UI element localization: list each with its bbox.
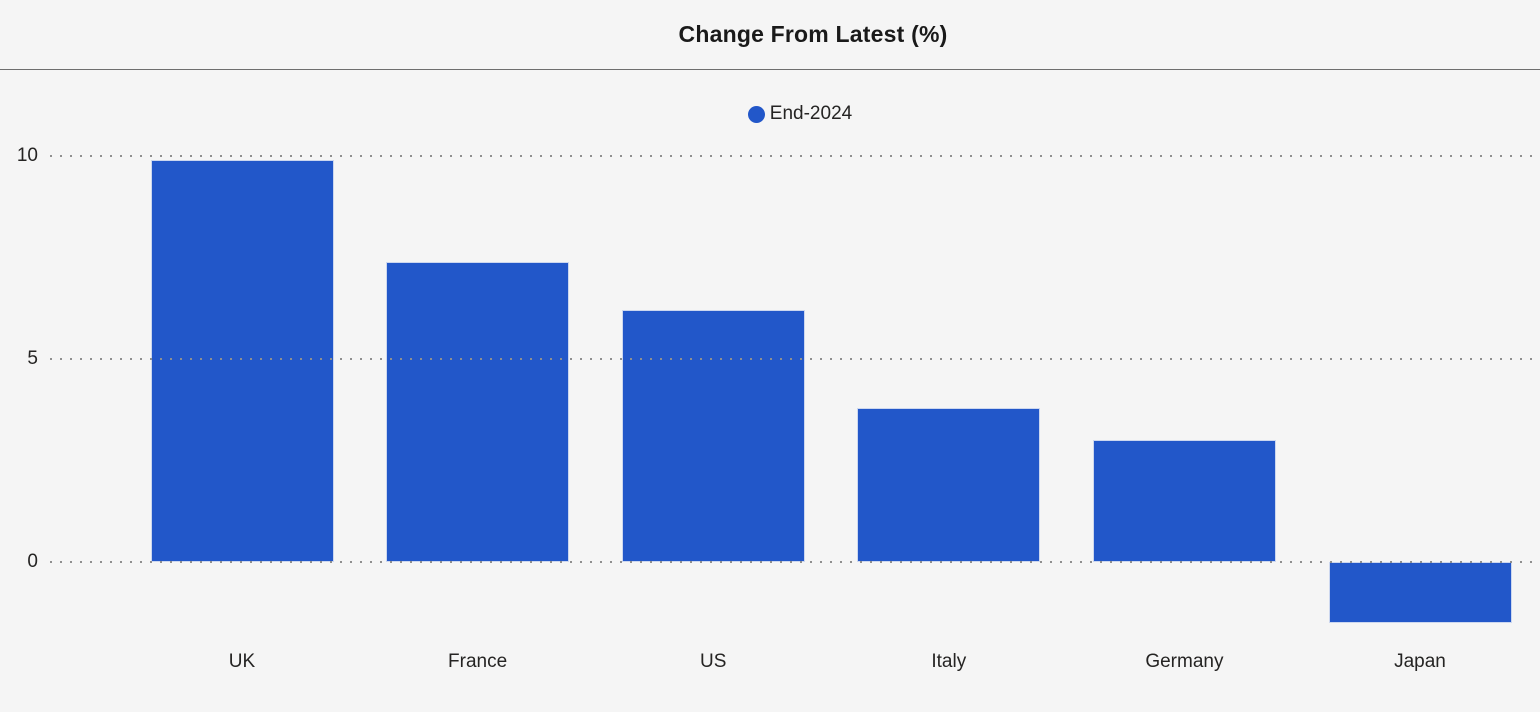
bar-japan[interactable] [1328,562,1512,623]
x-axis-label-germany: Germany [1145,651,1224,672]
legend: End-2024 [0,103,1540,125]
legend-item-end-2024[interactable]: End-2024 [747,103,853,125]
chart-title: Change From Latest (%) [678,21,948,47]
bar-italy[interactable] [857,407,1041,562]
x-axis-label-uk: UK [228,651,256,672]
y-axis-tick-10: 10 [16,145,38,166]
gridline-y-5 [50,358,1540,360]
x-axis-label-italy: Italy [931,651,967,672]
legend-dot-icon [747,105,765,123]
x-axis-label-us: US [699,651,727,672]
x-axis-label-france: France [448,651,508,672]
gridline-y-10 [50,155,1540,157]
x-axis-label-japan: Japan [1394,651,1446,672]
y-axis-tick-5: 5 [27,348,38,369]
bar-france[interactable] [386,261,570,562]
bar-us[interactable] [621,310,805,562]
legend-label: End-2024 [769,103,853,124]
bar-germany[interactable] [1092,440,1276,562]
bar-uk[interactable] [150,160,334,562]
gridline-y-0 [50,561,1540,563]
chart-header: Change From Latest (%) [0,0,1540,70]
y-axis-tick-0: 0 [27,551,38,572]
